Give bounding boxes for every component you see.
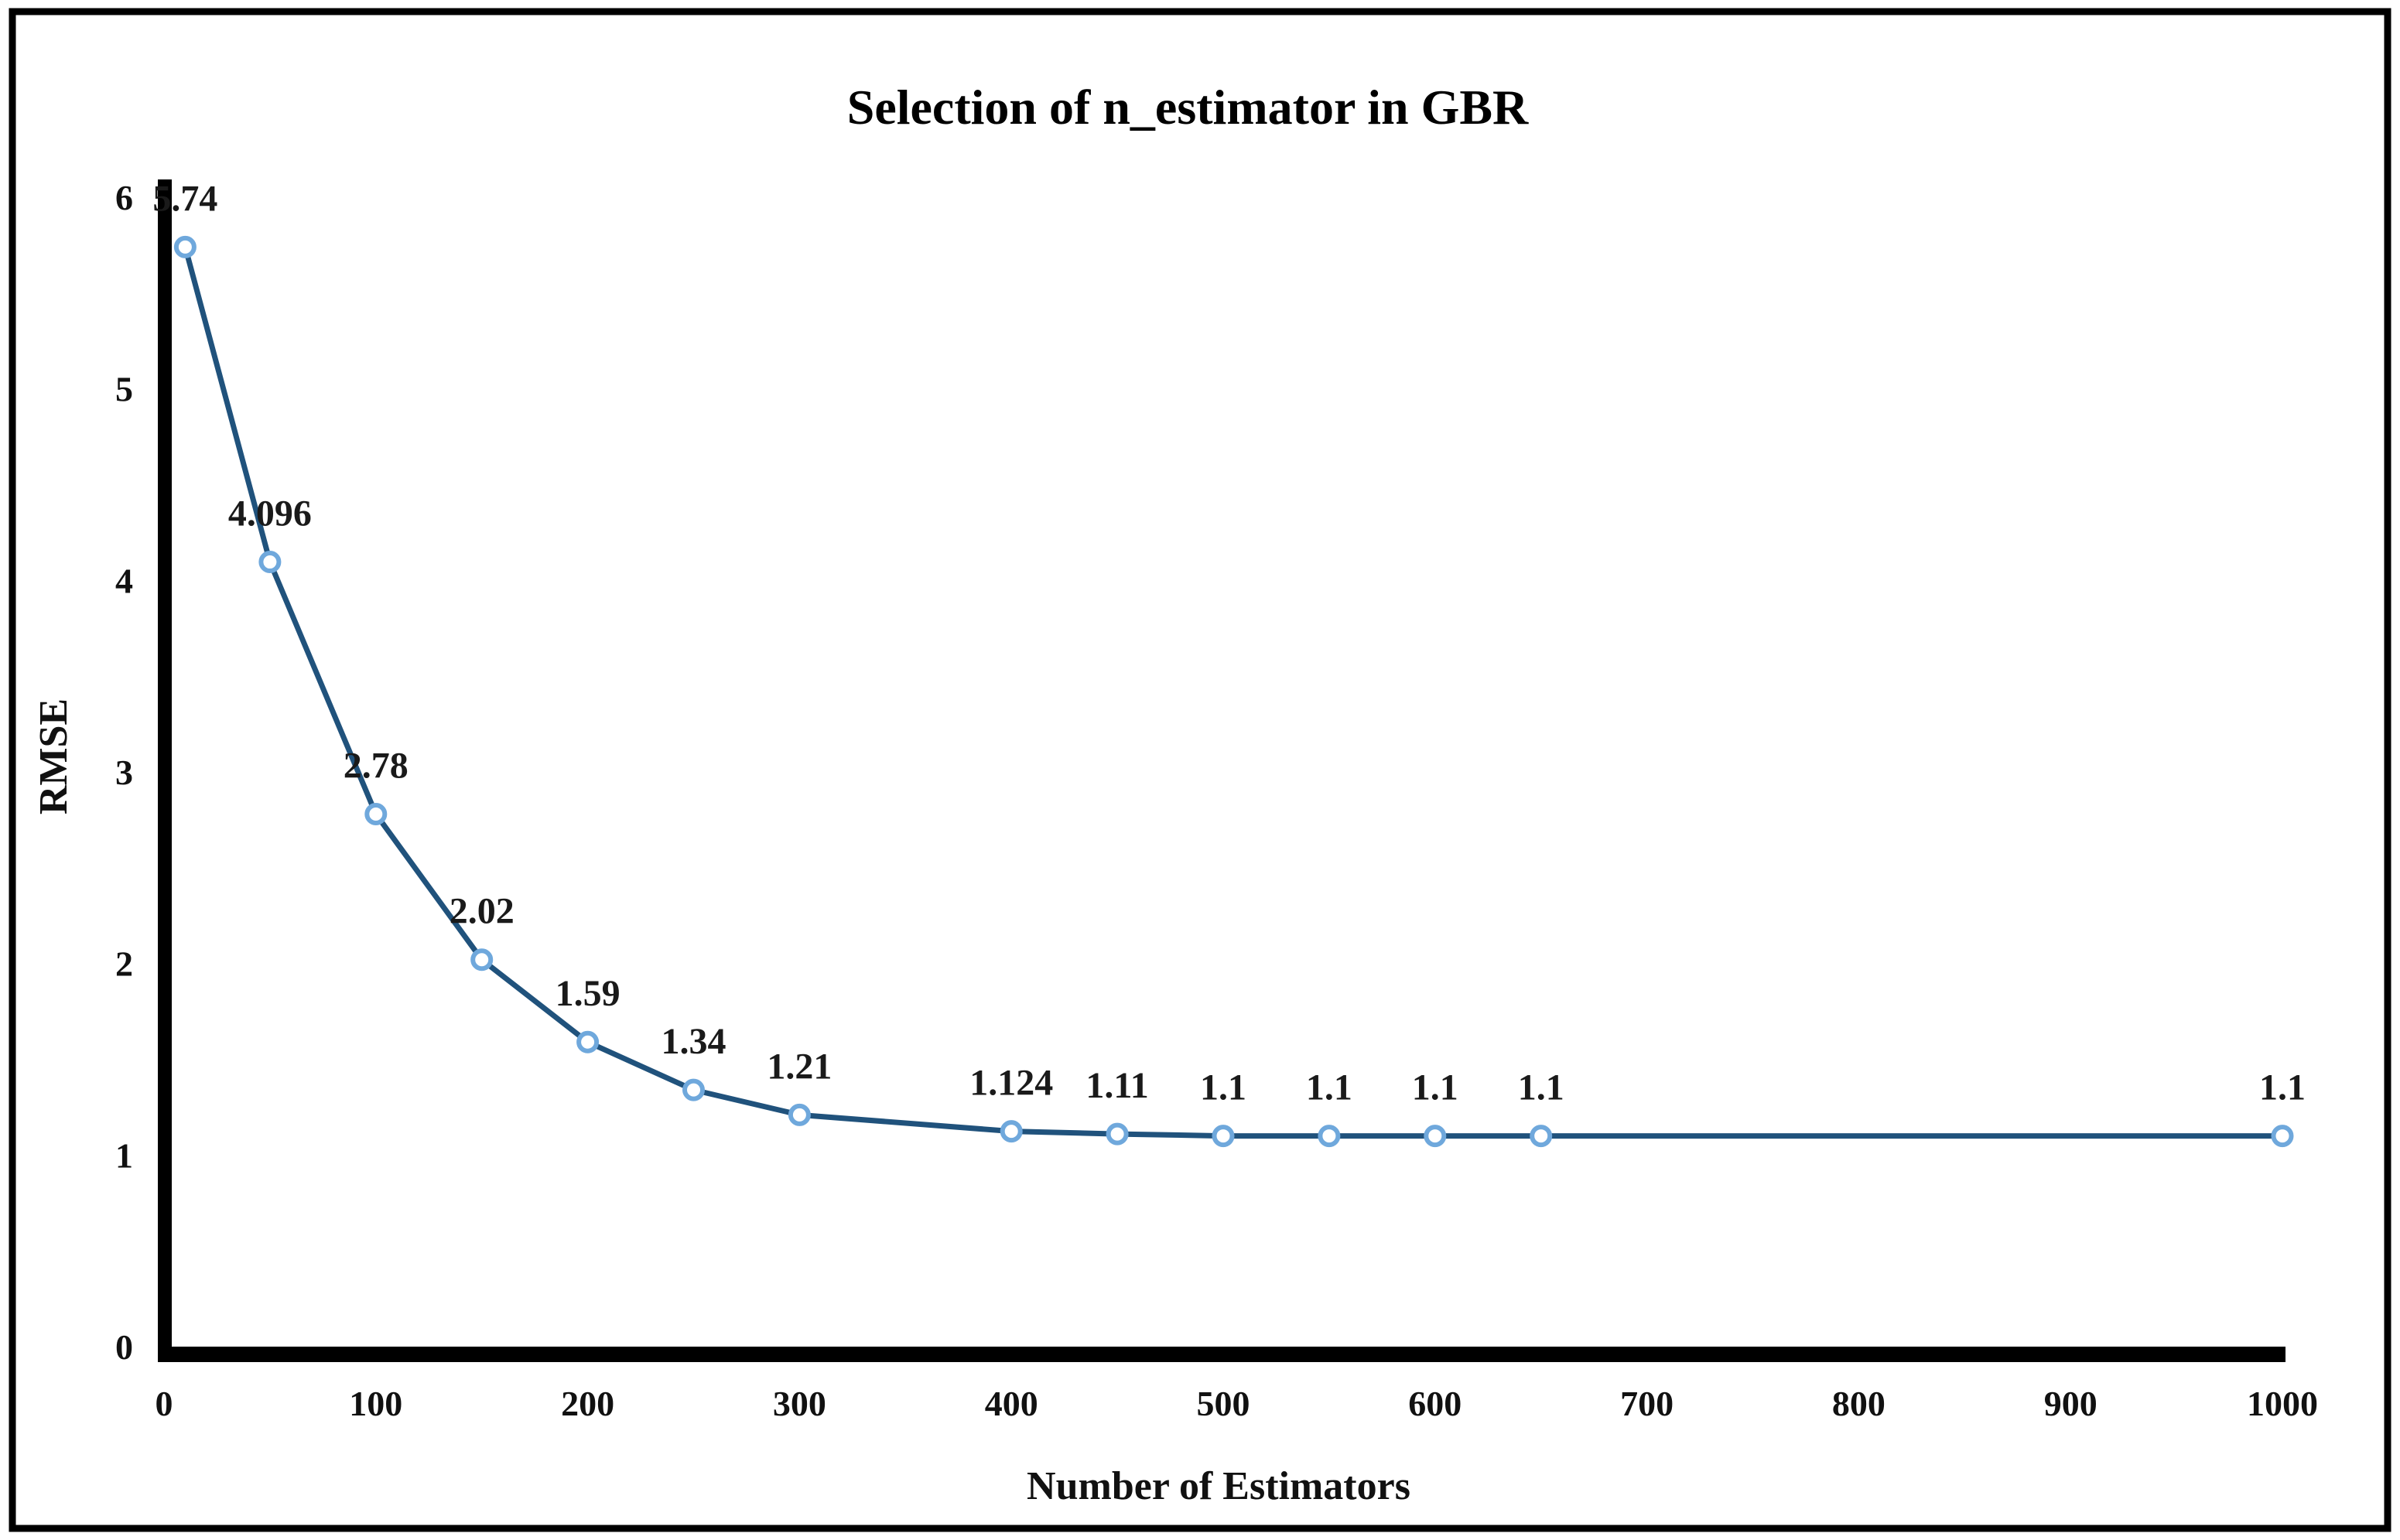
data-point-label: 5.74 [152,178,217,219]
chart-title: Selection of n_estimator in GBR [847,80,1529,135]
data-point-label: 1.34 [662,1021,726,1062]
data-point-marker [258,551,282,574]
data-point-label: 1.1 [1518,1067,1564,1108]
x-tick-label-300: 300 [773,1384,826,1423]
data-point-marker [576,1030,600,1053]
data-point-label: 1.124 [969,1063,1053,1104]
x-tick-label-500: 500 [1197,1384,1250,1423]
x-tick-label-600: 600 [1408,1384,1462,1423]
data-point-label: 1.1 [1200,1067,1246,1108]
data-point-marker [470,948,494,971]
rmse-data-labels: 5.74 4.096 2.78 2.02 1.59 1.34 1.21 1.124 1.11 1.… [152,178,2306,1108]
data-point-label: 1.1 [1412,1067,1458,1108]
figure-border [9,8,2391,1532]
y-axis-title: RMSE [32,698,76,814]
data-point-marker [1318,1125,1341,1148]
data-point-label: 1.21 [767,1046,832,1087]
x-tick-label-1000: 1000 [2247,1384,2318,1423]
data-point-marker [682,1078,705,1101]
data-point-marker [2271,1125,2294,1148]
data-point-marker [788,1103,811,1126]
data-point-label: 1.11 [1085,1065,1148,1106]
x-tick-label-100: 100 [349,1384,402,1423]
data-point-marker [173,235,197,258]
data-point-marker [1212,1125,1235,1148]
data-point-label: 1.59 [556,973,621,1014]
y-axis-tick-labels: 0 1 2 3 4 5 6 [115,178,133,1367]
x-axis-tick-labels: 0 100 200 300 400 500 600 700 800 900 1000 [156,1384,2319,1423]
x-axis-title: Number of Estimators [1027,1464,1410,1508]
data-point-marker [364,802,388,825]
data-point-label: 1.1 [1306,1067,1352,1108]
x-tick-label-800: 800 [1832,1384,1885,1423]
y-tick-label-3: 3 [115,753,133,792]
rmse-series-line [182,244,2285,1139]
x-tick-label-700: 700 [1620,1384,1674,1423]
data-point-label: 2.02 [450,891,515,932]
data-point-marker [1424,1125,1447,1148]
data-point-marker [1530,1125,1553,1148]
data-point-label: 4.096 [228,493,312,534]
y-tick-label-1: 1 [115,1135,133,1175]
y-tick-label-6: 6 [115,178,133,217]
data-point-label: 1.1 [2259,1067,2306,1108]
rmse-series-markers [173,235,2294,1148]
y-tick-label-5: 5 [115,370,133,409]
x-tick-label-200: 200 [561,1384,614,1423]
data-point-marker [1000,1120,1023,1143]
y-tick-label-2: 2 [115,944,133,984]
x-tick-label-900: 900 [2044,1384,2097,1423]
x-tick-label-400: 400 [985,1384,1038,1423]
x-tick-label-0: 0 [156,1384,173,1423]
y-tick-label-4: 4 [115,561,133,600]
data-point-marker [1106,1122,1129,1146]
data-point-label: 2.78 [344,745,409,786]
y-tick-label-0: 0 [115,1327,133,1367]
series-polyline [182,244,2285,1139]
